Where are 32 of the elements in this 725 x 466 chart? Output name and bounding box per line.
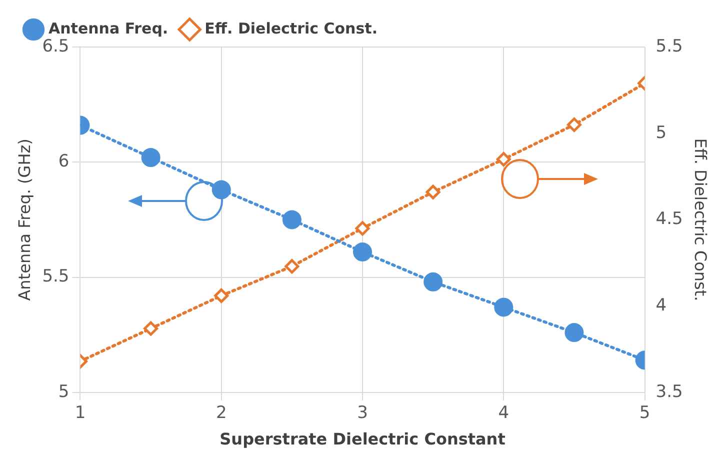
y-tick-label: 5 xyxy=(58,382,70,402)
point xyxy=(564,323,584,342)
y-tick-label: 6.5 xyxy=(42,36,70,56)
y2-tick-label: 3.5 xyxy=(656,382,683,402)
y2-tick-label: 4 xyxy=(656,295,667,316)
y-tick-label: 5.5 xyxy=(42,266,70,287)
y2-axis-title: Eff. Dielectric Const. xyxy=(691,138,710,302)
point xyxy=(141,148,160,168)
x-tick-label: 1 xyxy=(74,403,86,424)
point xyxy=(424,272,443,292)
x-tick-label: 5 xyxy=(639,403,650,424)
point xyxy=(284,259,300,274)
point xyxy=(282,210,302,230)
y-axis-title: Antenna Freq. (GHz) xyxy=(14,138,34,301)
y2-tick-label: 4.5 xyxy=(656,209,683,230)
point xyxy=(214,288,229,303)
x-tick-label: 4 xyxy=(498,403,510,424)
point xyxy=(496,152,511,167)
point xyxy=(426,184,440,200)
point xyxy=(566,117,582,132)
point xyxy=(494,298,514,317)
y2-tick-label: 5 xyxy=(656,122,667,143)
point xyxy=(144,321,158,336)
legend-label: Eff. Dielectric Const. xyxy=(204,19,378,38)
legend-label: Antenna Freq. xyxy=(48,19,168,38)
point xyxy=(353,242,372,262)
x-axis-title: Superstrate Dielectric Constant xyxy=(220,430,506,449)
point xyxy=(355,221,370,236)
y-tick-label: 6 xyxy=(58,152,70,172)
x-tick-label: 2 xyxy=(216,403,227,424)
x-tick-label: 3 xyxy=(357,403,368,424)
y2-tick-label: 5.5 xyxy=(656,36,683,56)
